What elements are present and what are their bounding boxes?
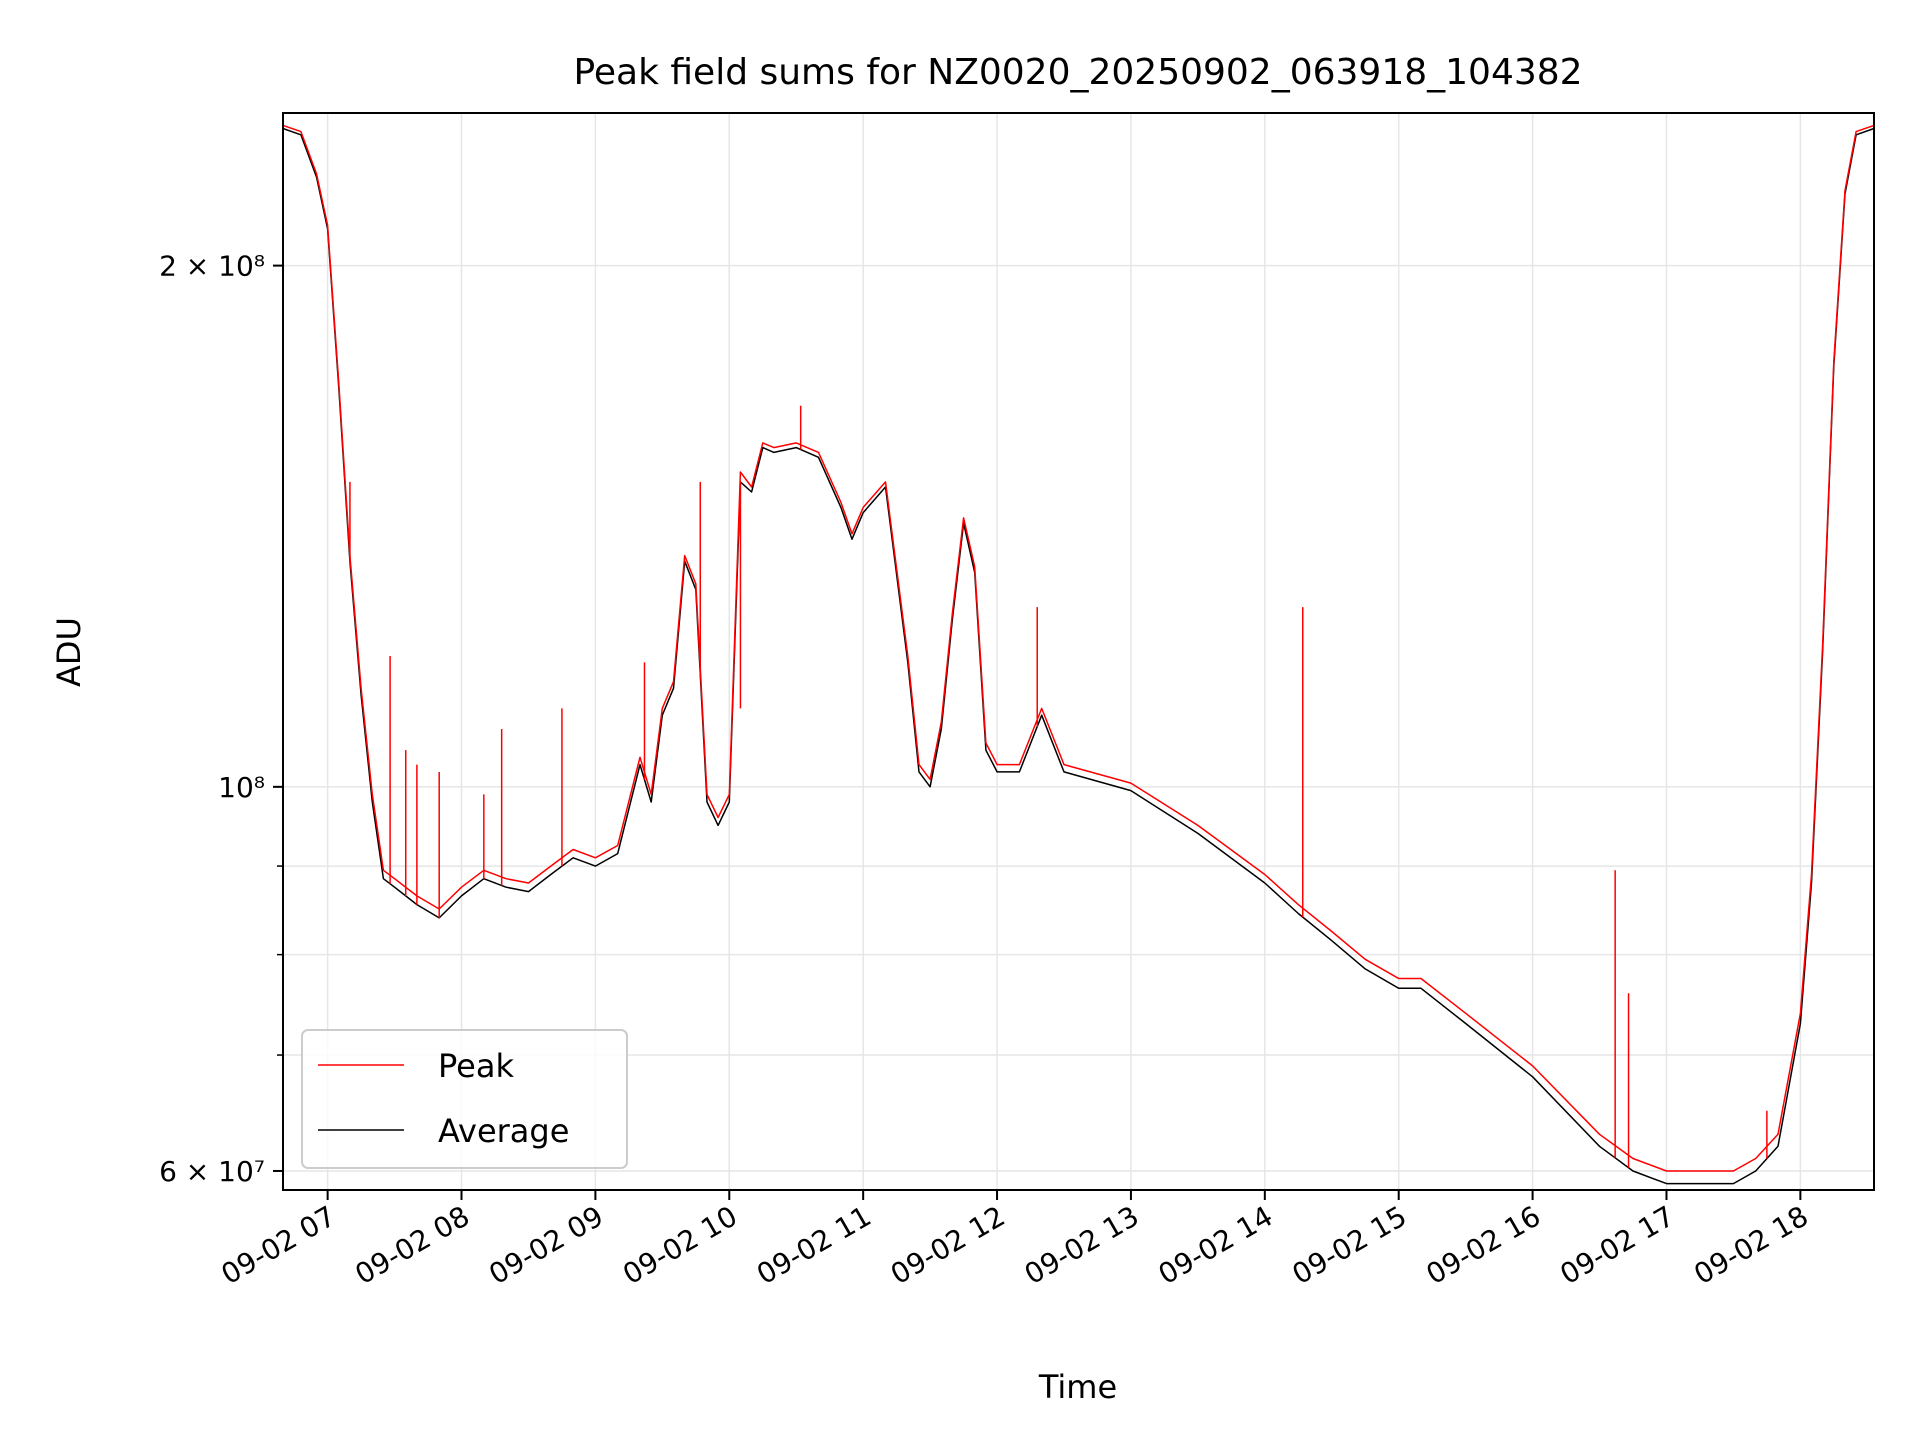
peak-line bbox=[282, 124, 1875, 1172]
average-line bbox=[282, 127, 1875, 1185]
chart-title: Peak field sums for NZ0020_20250902_0639… bbox=[573, 52, 1582, 93]
series-average bbox=[282, 127, 1875, 1185]
legend-peak-label: Peak bbox=[438, 1047, 514, 1085]
series-peak bbox=[282, 124, 1875, 1172]
y-axis-label: ADU bbox=[50, 617, 88, 687]
x-axis-label: Time bbox=[1038, 1368, 1117, 1406]
y-tick-label: 10⁸ bbox=[218, 771, 265, 804]
legend: Peak Average bbox=[301, 1029, 628, 1169]
plot-frame bbox=[282, 112, 1875, 1191]
legend-average-label: Average bbox=[438, 1112, 569, 1150]
y-axis: 6 × 10⁷ 10⁸ 2 × 10⁸ bbox=[159, 250, 283, 1188]
y-tick-label: 2 × 10⁸ bbox=[159, 250, 265, 283]
y-tick-label: 6 × 10⁷ bbox=[159, 1155, 265, 1188]
